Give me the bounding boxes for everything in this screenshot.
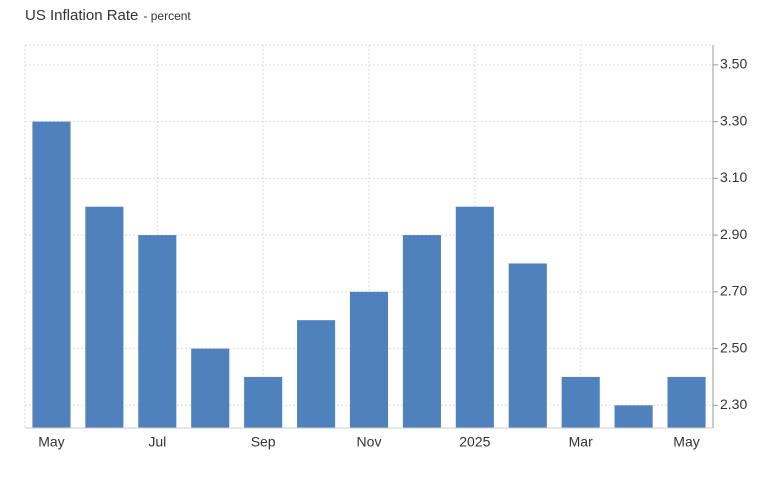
x-tick-label: Jul <box>148 434 166 450</box>
bar <box>244 376 283 428</box>
bar <box>349 291 389 428</box>
y-tick-label: 2.70 <box>720 283 747 299</box>
chart-title: US Inflation Rate <box>25 7 138 24</box>
bar <box>508 263 547 428</box>
bar <box>85 206 124 428</box>
bar <box>614 405 653 428</box>
y-tick-label: 3.50 <box>720 56 747 72</box>
bar <box>561 376 600 428</box>
y-tick-label: 3.30 <box>720 112 747 128</box>
x-tick-label: 2025 <box>459 434 490 450</box>
x-tick-label: Mar <box>569 434 593 450</box>
x-tick-label: May <box>673 434 699 450</box>
y-tick-label: 2.30 <box>720 396 747 412</box>
bar <box>138 235 177 428</box>
bar <box>402 235 441 428</box>
bar <box>297 320 336 428</box>
bar <box>191 348 230 428</box>
y-tick-label: 3.10 <box>720 169 747 185</box>
y-tick-label: 2.50 <box>720 339 747 355</box>
bar <box>455 206 494 428</box>
chart-subtitle: - percent <box>143 9 191 23</box>
x-tick-label: Nov <box>357 434 382 450</box>
bar <box>667 376 706 428</box>
bar <box>32 121 71 428</box>
x-tick-label: May <box>38 434 64 450</box>
y-tick-label: 2.90 <box>720 226 747 242</box>
x-tick-label: Sep <box>251 434 276 450</box>
